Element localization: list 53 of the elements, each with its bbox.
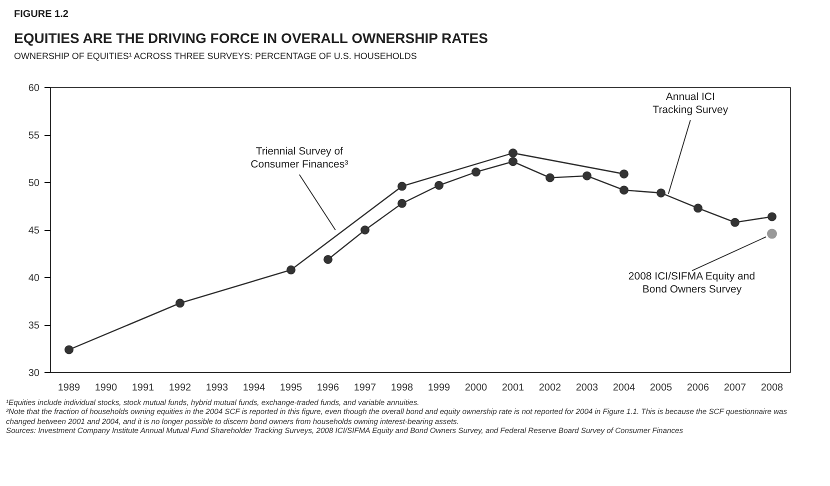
- point: [176, 298, 184, 308]
- x-tick-label: 2008: [760, 382, 784, 394]
- x-tick-label: 1999: [428, 382, 451, 394]
- point: [620, 169, 628, 178]
- x-tick-label: 1996: [316, 382, 340, 394]
- x-tick-label: 2003: [576, 382, 599, 394]
- x-tick-label: 1989: [58, 382, 81, 394]
- x-tick-label: 1991: [132, 382, 155, 394]
- point: [64, 345, 74, 354]
- point: [434, 180, 444, 190]
- point: [768, 212, 776, 222]
- x-tick-label: 1998: [390, 382, 414, 394]
- x-tick-label: 1994: [242, 382, 266, 394]
- y-tick-label: 30: [28, 368, 40, 379]
- x-tick-label: 2002: [538, 382, 562, 394]
- caption: FIGURE 1.2: [14, 8, 70, 22]
- x-tick-label: 1993: [206, 382, 229, 394]
- y-tick-label: 55: [28, 130, 40, 142]
- x-tick-label: 2004: [612, 382, 636, 394]
- annotation: Annual ICI Tracking Survey: [652, 91, 729, 116]
- point: [508, 148, 518, 158]
- point: [546, 173, 554, 182]
- annotation: Triennial Survey of Consumer Finances³: [250, 146, 349, 171]
- x-tick-label: 1997: [354, 382, 377, 394]
- y-tick-label: 60: [28, 83, 40, 94]
- x-tick-label: 1995: [280, 382, 303, 394]
- point: [472, 168, 480, 177]
- point: [398, 198, 406, 208]
- x-tick-label: 2007: [724, 382, 747, 394]
- point: [286, 265, 296, 274]
- y-tick-label: 35: [28, 320, 40, 332]
- point: [360, 226, 370, 234]
- x-tick-label: 2005: [650, 382, 673, 394]
- point: [324, 254, 332, 264]
- point: [656, 188, 666, 198]
- point: [730, 218, 740, 227]
- point: [508, 157, 518, 166]
- point: [694, 204, 702, 213]
- x-tick-label: 2006: [686, 382, 710, 394]
- y-tick-label: 50: [28, 178, 40, 189]
- point: [582, 171, 592, 180]
- point: [767, 228, 777, 239]
- y-tick-label: 40: [28, 273, 40, 284]
- x-tick-label: 1992: [168, 382, 192, 394]
- annotation: 2008 ICI/SIFMA Equity and Bond Owners Survey: [628, 270, 756, 296]
- x-tick-label: 2001: [502, 382, 525, 394]
- chart-title: EQUITIES ARE THE DRIVING FORCE IN OVERALL OWNERSHIP RATES: [14, 29, 488, 48]
- y-tick-label: 45: [28, 226, 40, 236]
- chart-subtitle: OWNERSHIP OF EQUITIES¹ ACROSS THREE SURVEYS: PERCENTAGE OF U.S. HOUSEHOLDS: [14, 50, 418, 64]
- point: [620, 186, 628, 195]
- x-tick-label: 2000: [464, 382, 488, 394]
- x-tick-label: 1990: [94, 382, 118, 394]
- point: [398, 182, 406, 191]
